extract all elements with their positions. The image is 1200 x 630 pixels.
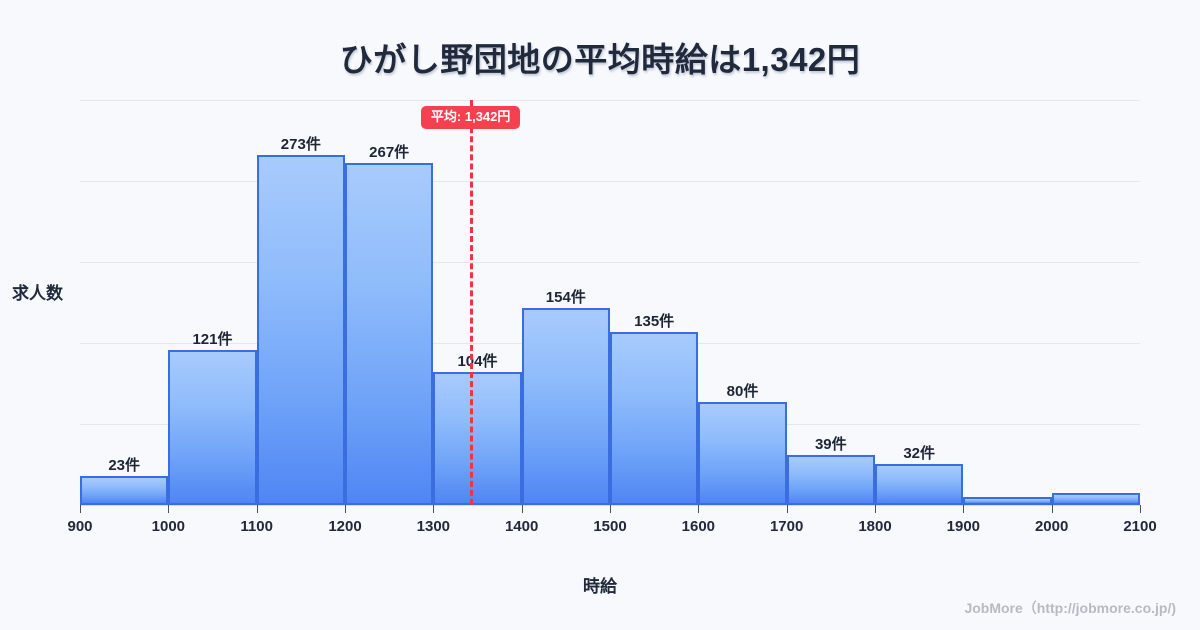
gridline: [80, 262, 1140, 263]
x-tick-label: 2100: [1123, 518, 1157, 535]
bar: [786, 455, 875, 505]
y-axis-title: 求人数: [12, 284, 63, 303]
chart-title: ひがし野団地の平均時給は1,342円: [339, 41, 861, 78]
plot-area: [80, 100, 1140, 505]
x-tick-label: 1400: [504, 518, 539, 535]
x-axis-title: 時給: [583, 577, 617, 596]
bar: [875, 464, 964, 505]
bar-value-label: 39件: [814, 436, 847, 454]
bar: [963, 497, 1052, 505]
x-tick-label: 1200: [328, 518, 362, 535]
bar-value-label: 23件: [108, 456, 140, 474]
x-tick-label: 2000: [1034, 518, 1069, 535]
x-tick-label: 1700: [769, 518, 804, 535]
bar: [433, 371, 522, 505]
x-tick-label: 1800: [858, 518, 892, 535]
gridline: [80, 100, 1140, 101]
x-tick-label: 1900: [946, 518, 981, 535]
x-tick-label: 1000: [151, 518, 186, 535]
x-tick-mark: [345, 505, 346, 513]
footer-credit: JobMore（http://jobmore.co.jp/): [964, 600, 1176, 616]
x-tick-label: 1100: [240, 518, 273, 535]
bar-value-label: 273件: [280, 136, 321, 154]
bar: [168, 349, 257, 505]
bar-value-label: 154件: [545, 288, 586, 306]
bar: [1051, 493, 1140, 505]
x-tick-label: 900: [67, 518, 93, 535]
x-tick-mark: [963, 505, 965, 513]
average-line: [470, 100, 474, 505]
bar: [698, 402, 787, 505]
x-tick-label: 1300: [416, 518, 451, 535]
x-tick-label: 1500: [593, 518, 627, 535]
bar: [610, 331, 699, 505]
bar-value-label: 80件: [726, 383, 759, 401]
x-tick-mark: [521, 505, 523, 513]
x-tick-label: 1600: [681, 518, 716, 535]
bar: [256, 155, 345, 505]
average-badge: 平均: 1,342円: [420, 106, 521, 130]
x-tick-mark: [698, 505, 700, 513]
bar-value-label: 267件: [369, 143, 410, 161]
x-tick-mark: [168, 505, 170, 513]
bar: [80, 475, 169, 505]
bar: [345, 162, 434, 505]
x-tick-mark: [786, 505, 788, 513]
x-tick-mark: [80, 505, 81, 513]
bar-value-label: 104件: [457, 352, 498, 370]
bar-value-label: 32件: [903, 444, 935, 462]
bar-value-label: 135件: [634, 312, 675, 330]
x-tick-mark: [433, 505, 435, 513]
x-tick-mark: [256, 505, 258, 513]
bar-value-label: 121件: [192, 330, 233, 348]
x-tick-mark: [610, 505, 611, 513]
gridline: [80, 181, 1140, 182]
x-tick-mark: [1051, 505, 1053, 513]
x-tick-mark: [1140, 505, 1141, 513]
x-tick-mark: [875, 505, 876, 513]
bar: [521, 307, 610, 505]
